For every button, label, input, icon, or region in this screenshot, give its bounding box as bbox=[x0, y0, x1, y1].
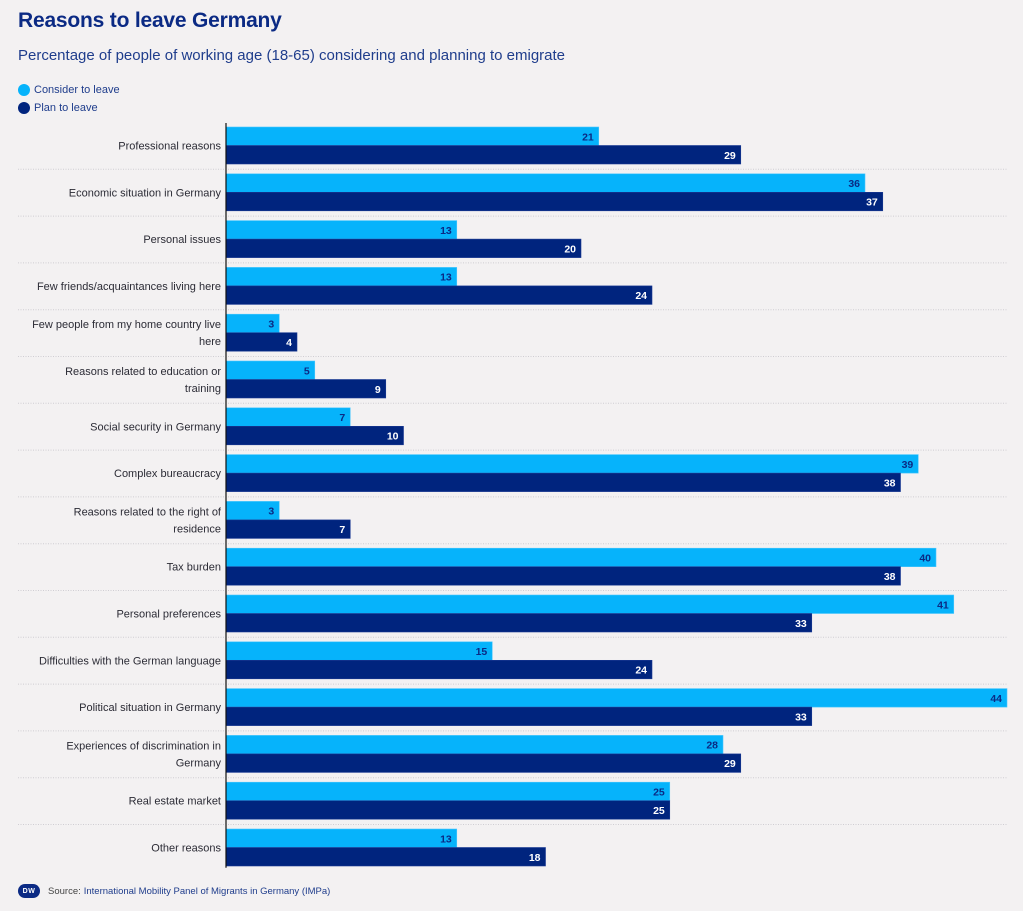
chart-subtitle: Percentage of people of working age (18-… bbox=[18, 47, 566, 64]
bar-plan bbox=[225, 379, 387, 399]
value-label-consider: 40 bbox=[919, 552, 931, 564]
category-label: training bbox=[185, 383, 221, 395]
category-label: Tax burden bbox=[167, 562, 221, 574]
category-label: Other reasons bbox=[151, 843, 221, 855]
bar-plan bbox=[225, 472, 901, 492]
value-label-consider: 39 bbox=[902, 459, 914, 471]
value-label-plan: 4 bbox=[286, 337, 292, 349]
category-label: Reasons related to the right of bbox=[74, 506, 222, 518]
source-prefix: Source: bbox=[48, 885, 81, 897]
bar-consider bbox=[225, 454, 919, 474]
value-label-plan: 10 bbox=[387, 431, 399, 443]
source-link[interactable]: International Mobility Panel of Migrants… bbox=[83, 885, 331, 897]
bar-plan bbox=[225, 706, 813, 726]
bar-consider bbox=[225, 267, 458, 287]
bar-plan bbox=[225, 613, 813, 633]
value-label-plan: 24 bbox=[635, 665, 647, 677]
value-label-consider: 28 bbox=[706, 740, 718, 752]
category-label: Personal issues bbox=[143, 234, 221, 246]
category-label: Social security in Germany bbox=[90, 421, 221, 433]
category-label: residence bbox=[173, 523, 221, 535]
source-footer: DW Source: International Mobility Panel … bbox=[18, 884, 330, 898]
category-label: Germany bbox=[176, 757, 222, 769]
bar-consider bbox=[225, 594, 955, 614]
bar-consider bbox=[225, 220, 458, 240]
category-label: Economic situation in Germany bbox=[69, 187, 222, 199]
value-label-plan: 38 bbox=[884, 477, 896, 489]
category-label: Experiences of discrimination in bbox=[66, 740, 221, 752]
bar-consider bbox=[225, 641, 493, 661]
value-label-consider: 13 bbox=[440, 833, 452, 845]
value-label-consider: 25 bbox=[653, 786, 665, 798]
value-label-consider: 44 bbox=[990, 693, 1002, 705]
category-label: Complex bureaucracy bbox=[114, 468, 221, 480]
bar-plan bbox=[225, 800, 671, 820]
category-label: Professional reasons bbox=[118, 141, 221, 153]
bar-consider bbox=[225, 173, 866, 193]
value-label-consider: 13 bbox=[440, 272, 452, 284]
value-label-consider: 36 bbox=[848, 178, 860, 190]
value-label-consider: 41 bbox=[937, 599, 949, 611]
bar-plan bbox=[225, 847, 546, 867]
bar-consider bbox=[225, 688, 1008, 708]
category-label: Reasons related to education or bbox=[65, 366, 221, 378]
value-label-plan: 33 bbox=[795, 711, 807, 723]
bar-plan bbox=[225, 566, 901, 586]
category-label: Political situation in Germany bbox=[79, 702, 221, 714]
value-label-plan: 38 bbox=[884, 571, 896, 583]
bar-plan bbox=[225, 285, 653, 305]
value-label-plan: 37 bbox=[866, 197, 878, 209]
value-label-plan: 7 bbox=[339, 524, 345, 536]
bar-consider bbox=[225, 735, 724, 755]
value-label-plan: 9 bbox=[375, 384, 381, 396]
legend-label-consider: Consider to leave bbox=[34, 84, 120, 96]
bar-plan bbox=[225, 425, 404, 446]
bar-plan bbox=[225, 145, 742, 165]
category-label: Few people from my home country live bbox=[32, 319, 221, 331]
legend-item-consider[interactable]: Consider to leave bbox=[18, 81, 120, 99]
category-label: Few friends/acquaintances living here bbox=[37, 281, 221, 293]
bar-consider bbox=[225, 407, 351, 427]
legend-swatch-plan bbox=[18, 102, 30, 114]
legend-label-plan: Plan to leave bbox=[34, 102, 98, 114]
value-label-consider: 7 bbox=[339, 412, 345, 424]
value-label-consider: 3 bbox=[268, 506, 274, 518]
bar-consider bbox=[225, 126, 600, 146]
value-label-consider: 3 bbox=[268, 318, 274, 330]
value-label-plan: 25 bbox=[653, 805, 665, 817]
chart-title: Reasons to leave Germany bbox=[18, 9, 282, 32]
category-label: Real estate market bbox=[129, 796, 221, 808]
bar-plan bbox=[225, 238, 582, 258]
value-label-plan: 29 bbox=[724, 758, 736, 770]
dw-logo-icon: DW bbox=[18, 884, 40, 898]
category-label: Difficulties with the German language bbox=[39, 655, 221, 667]
bar-plan bbox=[225, 659, 653, 680]
value-label-plan: 24 bbox=[635, 290, 647, 302]
value-label-plan: 18 bbox=[529, 852, 541, 864]
bar-consider bbox=[225, 360, 316, 380]
legend-item-plan[interactable]: Plan to leave bbox=[18, 99, 120, 117]
value-label-consider: 15 bbox=[476, 646, 488, 658]
value-label-consider: 13 bbox=[440, 225, 452, 237]
bar-consider bbox=[225, 828, 458, 848]
bar-plan bbox=[225, 192, 884, 212]
bar-plan bbox=[225, 519, 351, 539]
legend-swatch-consider bbox=[18, 84, 30, 96]
legend: Consider to leave Plan to leave bbox=[18, 81, 120, 117]
value-label-consider: 5 bbox=[304, 365, 310, 377]
bar-consider bbox=[225, 781, 671, 802]
value-label-plan: 29 bbox=[724, 150, 736, 162]
bar-consider bbox=[225, 547, 937, 568]
category-label: here bbox=[199, 336, 221, 348]
category-label: Personal preferences bbox=[116, 609, 221, 621]
value-label-plan: 33 bbox=[795, 618, 807, 630]
value-label-plan: 20 bbox=[564, 243, 576, 255]
value-label-consider: 21 bbox=[582, 131, 594, 143]
bar-plan bbox=[225, 753, 742, 773]
